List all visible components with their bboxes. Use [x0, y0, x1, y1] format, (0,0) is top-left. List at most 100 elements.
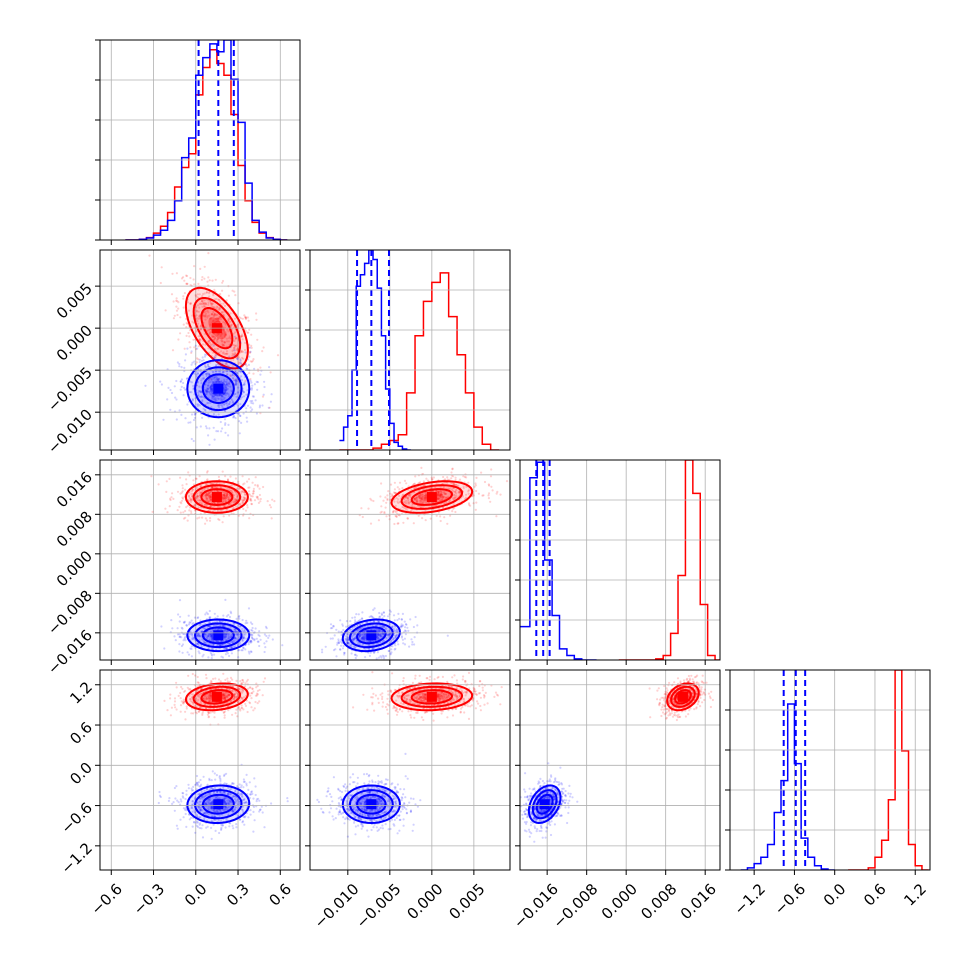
scatter-point — [200, 299, 204, 302]
scatter-point — [198, 494, 201, 497]
scatter-point — [196, 310, 199, 313]
scatter-point — [243, 630, 246, 633]
scatter-point — [376, 633, 379, 636]
scatter-point — [216, 320, 219, 323]
scatter-point — [208, 779, 211, 782]
scatter-point — [214, 393, 217, 396]
scatter-point — [239, 818, 242, 821]
scatter-point — [438, 498, 441, 501]
scatter-point — [216, 703, 219, 707]
scatter-point — [224, 409, 227, 413]
scatter-point — [403, 620, 406, 623]
scatter-point — [392, 510, 395, 513]
scatter-point — [207, 697, 210, 700]
scatter-point — [256, 485, 259, 488]
scatter-point — [184, 359, 187, 362]
scatter-point — [258, 406, 261, 409]
scatter-point — [240, 707, 243, 710]
scatter-point — [178, 633, 181, 636]
scatter-point — [211, 647, 215, 651]
scatter-point — [180, 385, 183, 388]
scatter-point — [225, 383, 228, 387]
scatter-point — [211, 351, 214, 354]
scatter-point — [230, 646, 233, 649]
scatter-point — [205, 494, 208, 497]
scatter-point — [247, 788, 250, 792]
scatter-point — [377, 633, 380, 636]
scatter-point — [421, 517, 424, 520]
scatter-point — [202, 691, 205, 694]
scatter-point — [184, 639, 187, 642]
scatter-point — [422, 480, 425, 483]
scatter-point — [245, 619, 248, 622]
scatter-point — [186, 301, 189, 304]
scatter-point — [440, 493, 443, 496]
scatter-point — [383, 626, 386, 629]
scatter-point — [229, 375, 232, 378]
scatter-point — [256, 496, 259, 499]
scatter-point — [252, 372, 255, 375]
scatter-point — [487, 492, 491, 495]
scatter-point — [235, 337, 238, 340]
scatter-point — [390, 639, 393, 643]
scatter-point — [211, 302, 214, 305]
scatter-point — [241, 317, 244, 320]
scatter-point — [191, 361, 194, 364]
scatter-point — [201, 516, 204, 519]
scatter-point — [212, 426, 215, 429]
scatter-point — [207, 500, 210, 503]
scatter-point — [225, 380, 228, 384]
scatter-point — [223, 625, 226, 628]
scatter-point — [202, 376, 205, 379]
scatter-point — [213, 815, 216, 818]
scatter-point — [265, 627, 268, 630]
scatter-point — [212, 338, 215, 341]
scatter-point — [187, 514, 190, 517]
scatter-point — [190, 363, 193, 366]
scatter-point — [210, 303, 213, 306]
scatter-point — [209, 495, 212, 498]
scatter-point — [179, 511, 182, 514]
scatter-point — [204, 343, 207, 346]
scatter-point — [222, 381, 225, 384]
scatter-point — [242, 681, 245, 684]
scatter-point — [198, 634, 201, 637]
scatter-point — [232, 795, 235, 798]
scatter-point — [389, 652, 392, 655]
scatter-point — [178, 505, 181, 508]
scatter-point — [264, 625, 268, 628]
scatter-point — [238, 649, 241, 652]
scatter-point — [404, 626, 407, 629]
scatter-point — [228, 654, 231, 658]
scatter-point — [400, 632, 403, 635]
scatter-point — [412, 625, 415, 629]
scatter-point — [432, 490, 435, 493]
scatter-point — [176, 313, 179, 317]
scatter-point — [368, 639, 371, 643]
scatter-point — [419, 495, 422, 498]
scatter-point — [203, 812, 206, 815]
contour-line — [200, 488, 234, 506]
scatter-point — [225, 615, 228, 618]
scatter-point — [243, 383, 246, 386]
scatter-point — [223, 716, 226, 719]
scatter-point — [453, 494, 456, 497]
scatter-point — [189, 302, 192, 305]
scatter-point — [213, 337, 216, 340]
scatter-point — [210, 334, 213, 337]
panel-3-0: −1.2−0.60.00.61.2−0.6 −0.3 0.0 0.3 0.6 — [58, 669, 301, 919]
scatter-point — [454, 478, 457, 482]
scatter-point — [197, 317, 200, 321]
scatter-point — [207, 339, 211, 343]
scatter-point — [223, 341, 226, 344]
scatter-point — [202, 653, 205, 656]
scatter-point — [225, 632, 228, 635]
scatter-point — [420, 498, 423, 501]
scatter-point — [216, 628, 219, 631]
scatter-point — [243, 497, 246, 500]
scatter-point — [242, 483, 245, 486]
scatter-point — [207, 711, 210, 715]
scatter-point — [263, 642, 266, 645]
scatter-point — [201, 836, 205, 839]
scatter-point — [353, 633, 356, 636]
